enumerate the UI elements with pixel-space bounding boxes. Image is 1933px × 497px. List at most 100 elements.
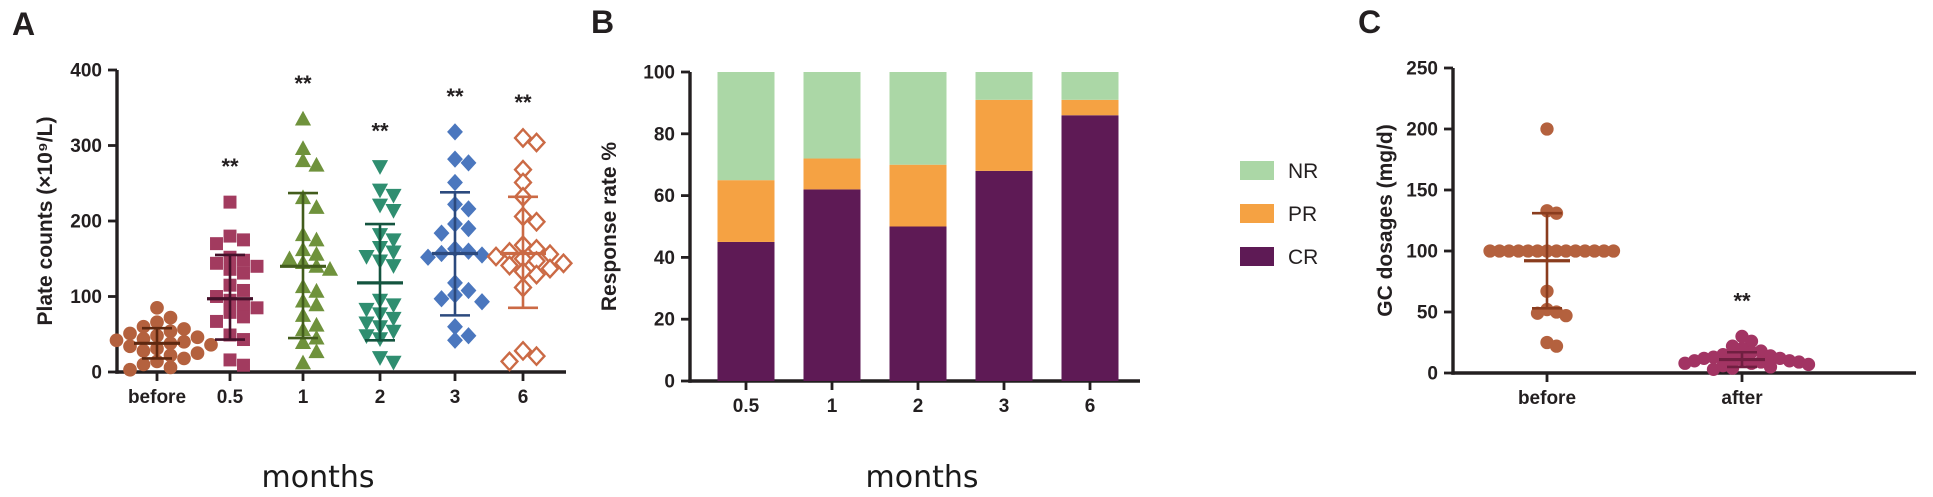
y-tick-label: 150 (1406, 181, 1438, 202)
data-point-after (1678, 356, 1692, 370)
y-tick-label: 100 (643, 63, 675, 84)
y-axis-title: Response rate % (598, 142, 621, 312)
data-point-3 (460, 219, 477, 238)
data-point-1 (294, 334, 312, 350)
data-point-before (177, 334, 191, 349)
data-point-after (1744, 334, 1759, 348)
data-point-before (1540, 122, 1554, 136)
data-point-6 (526, 345, 547, 367)
data-point-before (163, 348, 178, 363)
data-point-before (123, 362, 137, 377)
data-point-1 (294, 152, 312, 168)
legend-swatch-CR (1240, 247, 1274, 266)
data-point-6 (526, 211, 547, 233)
data-point-0.5 (223, 195, 237, 209)
data-point-0.5 (237, 283, 250, 297)
data-point-0.5 (250, 259, 264, 273)
data-point-2 (358, 302, 375, 318)
data-point-before (177, 351, 191, 366)
data-point-6 (540, 258, 560, 279)
data-point-1 (308, 231, 325, 247)
data-point-2 (371, 198, 389, 214)
data-point-before (123, 326, 137, 341)
panel-a-letter: A (12, 6, 36, 42)
bar-segment-CR (1061, 115, 1119, 381)
bar-segment-NR (889, 72, 947, 165)
bar-segment-NR (803, 72, 861, 159)
data-point-2 (358, 329, 375, 345)
data-point-1 (321, 261, 339, 276)
y-tick-label: 0 (664, 372, 675, 393)
data-point-2 (385, 245, 402, 261)
data-point-6 (499, 255, 520, 276)
bar-segment-CR (717, 241, 775, 381)
data-point-1 (308, 343, 325, 359)
panel-c-letter: C (1358, 4, 1382, 40)
data-point-1 (294, 354, 312, 370)
data-point-0.5 (237, 358, 250, 372)
data-point-1 (308, 245, 325, 261)
x-tick-label: 2 (375, 387, 386, 408)
data-point-1 (308, 282, 325, 298)
data-point-before (1502, 244, 1516, 258)
data-point-3 (447, 331, 463, 349)
data-point-0.5 (210, 256, 223, 270)
x-tick-label: 1 (827, 396, 838, 417)
data-point-before (190, 330, 205, 345)
y-tick-label: 40 (654, 248, 675, 269)
bar-segment-PR (889, 164, 947, 227)
data-point-3 (433, 224, 450, 242)
significance-marker: ** (1733, 288, 1751, 313)
data-point-before (177, 322, 191, 336)
data-point-0.5 (237, 297, 250, 311)
significance-marker: ** (294, 71, 312, 96)
data-point-3 (447, 123, 463, 141)
y-tick-label: 0 (91, 363, 102, 384)
data-point-before (123, 339, 137, 354)
data-point-before (150, 300, 164, 315)
data-point-before (1606, 244, 1621, 258)
data-point-3 (460, 200, 477, 218)
data-point-before (136, 344, 151, 358)
data-point-before (1587, 244, 1602, 258)
data-point-2 (385, 298, 402, 314)
data-point-before (1521, 244, 1535, 258)
legend-label-NR: NR (1288, 160, 1318, 183)
data-point-3 (460, 327, 477, 345)
y-tick-label: 80 (654, 124, 675, 145)
data-point-6 (526, 132, 547, 153)
bar-segment-NR (717, 72, 775, 181)
data-point-before (150, 315, 164, 330)
y-axis-title: Plate counts (×10⁹/L) (34, 117, 57, 326)
data-point-3 (474, 246, 490, 264)
data-point-before (1549, 244, 1564, 258)
data-point-2 (358, 250, 375, 265)
data-point-before (136, 357, 151, 372)
y-tick-label: 100 (70, 287, 102, 308)
data-point-before (109, 333, 124, 348)
data-point-2 (385, 324, 402, 340)
data-point-3 (460, 281, 477, 300)
data-point-3 (447, 150, 463, 168)
data-point-after (1763, 360, 1778, 374)
legend-label-PR: PR (1288, 203, 1317, 226)
data-point-2 (385, 188, 402, 204)
x-tick-label: after (1721, 388, 1763, 409)
data-point-before (1559, 309, 1573, 323)
data-point-before (163, 324, 178, 339)
x-tick-label: 6 (1085, 396, 1096, 417)
data-point-2 (358, 316, 375, 332)
data-point-0.5 (237, 233, 250, 247)
y-tick-label: 60 (654, 186, 675, 207)
data-point-6 (513, 127, 533, 149)
data-point-before (1530, 306, 1545, 320)
bar-segment-PR (975, 99, 1033, 171)
data-point-1 (281, 250, 298, 266)
data-point-1 (308, 296, 325, 312)
x-tick-label: 6 (518, 387, 529, 408)
data-point-2 (371, 351, 389, 366)
data-point-2 (371, 183, 389, 199)
data-point-0.5 (210, 237, 223, 251)
